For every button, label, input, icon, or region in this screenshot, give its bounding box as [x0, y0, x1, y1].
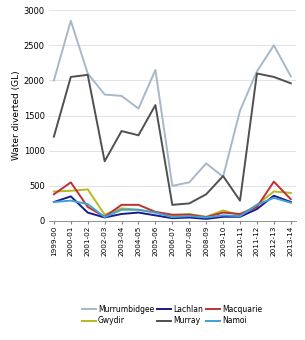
Y-axis label: Water diverted (GL): Water diverted (GL) — [12, 71, 21, 160]
Legend: Murrumbidgee, Gwydir, Lachlan, Murray, Macquarie, Namoi: Murrumbidgee, Gwydir, Lachlan, Murray, M… — [82, 305, 263, 325]
